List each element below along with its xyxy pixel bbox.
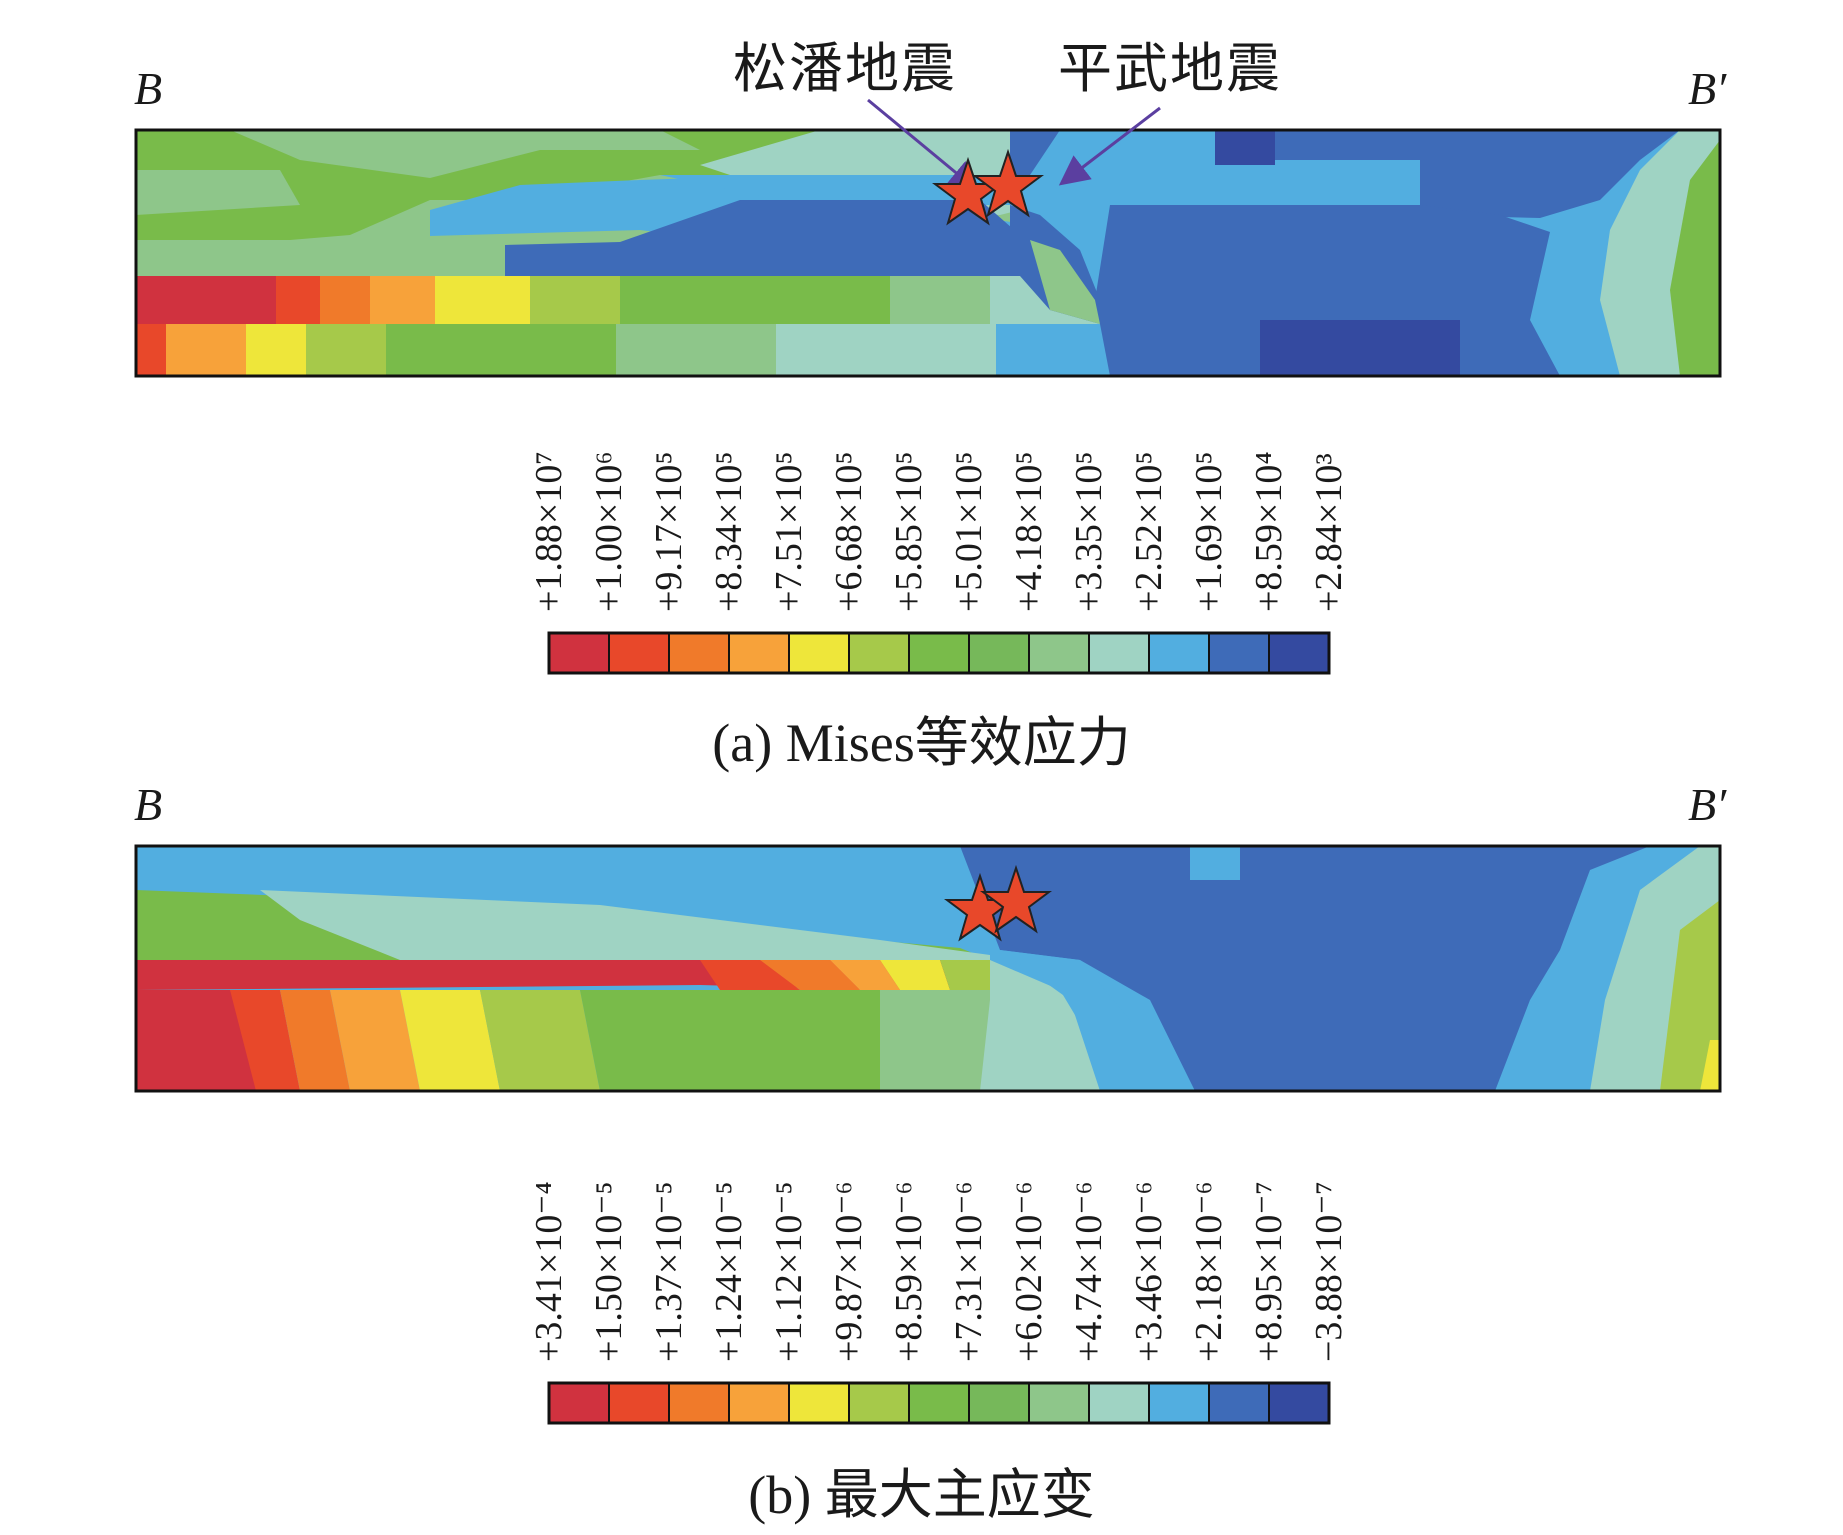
legend-swatch bbox=[549, 633, 609, 673]
legend-tick-label: +3.35×10⁵ bbox=[1068, 451, 1110, 612]
legend-swatch bbox=[789, 1383, 849, 1423]
caption-a: (a) Mises等效应力 bbox=[712, 713, 1131, 773]
legend-swatch bbox=[729, 1383, 789, 1423]
arrow-pingwu bbox=[1058, 106, 1161, 186]
legend-tick-label: +1.88×10⁷ bbox=[528, 451, 570, 612]
legend-swatch bbox=[1089, 633, 1149, 673]
legend-swatch bbox=[969, 633, 1029, 673]
legend-swatch bbox=[1089, 1383, 1149, 1423]
legend-tick-label: +8.95×10⁻⁷ bbox=[1248, 1181, 1290, 1362]
legend-tick-label: +5.01×10⁵ bbox=[948, 451, 990, 612]
legend-tick-label: +9.87×10⁻⁶ bbox=[828, 1181, 870, 1362]
legend-tick-label: +1.37×10⁻⁵ bbox=[648, 1181, 690, 1362]
arrow-songpan bbox=[867, 98, 979, 192]
legend-tick-label: +7.51×10⁵ bbox=[768, 451, 810, 612]
legend-swatch bbox=[849, 633, 909, 673]
legend-swatch bbox=[1269, 1383, 1329, 1423]
legend-tick-label: +2.18×10⁻⁶ bbox=[1188, 1181, 1230, 1362]
legend-swatch bbox=[1209, 1383, 1269, 1423]
legend-tick-label: +8.59×10⁻⁶ bbox=[888, 1181, 930, 1362]
legend-tick-label: +1.00×10⁶ bbox=[588, 451, 630, 612]
legend-tick-label: +4.74×10⁻⁶ bbox=[1068, 1181, 1110, 1362]
legend-tick-label: +1.24×10⁻⁵ bbox=[708, 1181, 750, 1362]
legend-swatch bbox=[909, 1383, 969, 1423]
endpoint-label-end-b: B′ bbox=[1688, 779, 1727, 830]
caption-b: (b) 最大主应变 bbox=[748, 1465, 1095, 1525]
legend-swatch bbox=[729, 633, 789, 673]
legend-swatch bbox=[1029, 633, 1089, 673]
legend-tick-label: +5.85×10⁵ bbox=[888, 451, 930, 612]
legend-tick-label: +1.50×10⁻⁵ bbox=[588, 1181, 630, 1362]
legend-bar-mises bbox=[547, 631, 1331, 675]
mises-section-frame bbox=[134, 128, 1722, 378]
epicenter-star-pingwu-b bbox=[980, 864, 1052, 934]
legend-swatch bbox=[1269, 633, 1329, 673]
legend-swatch bbox=[909, 633, 969, 673]
legend-swatch bbox=[789, 633, 849, 673]
mises-stress-section bbox=[136, 130, 1720, 376]
legend-tick-label: +6.02×10⁻⁶ bbox=[1008, 1181, 1050, 1362]
legend-tick-label: +4.18×10⁵ bbox=[1008, 451, 1050, 612]
epicenter-star-pingwu bbox=[972, 148, 1044, 218]
earthquake-label-pingwu: 平武地震 bbox=[1058, 39, 1282, 99]
legend-tick-label: +9.17×10⁵ bbox=[648, 451, 690, 612]
legend-tick-label: +8.59×10⁴ bbox=[1248, 451, 1290, 612]
legend-tick-label: +3.41×10⁻⁴ bbox=[528, 1181, 570, 1362]
legend-swatch bbox=[669, 633, 729, 673]
legend-swatch bbox=[669, 1383, 729, 1423]
legend-swatch bbox=[1149, 633, 1209, 673]
legend-tick-label: +3.46×10⁻⁶ bbox=[1128, 1181, 1170, 1362]
legend-swatch bbox=[549, 1383, 609, 1423]
legend-swatch bbox=[609, 1383, 669, 1423]
legend-bar-strain bbox=[547, 1381, 1331, 1425]
legend-swatch bbox=[1149, 1383, 1209, 1423]
earthquake-label-songpan: 松潘地震 bbox=[733, 39, 957, 99]
strain-section-frame bbox=[134, 844, 1722, 1093]
endpoint-label-start: B bbox=[134, 63, 163, 114]
legend-tick-label: +8.34×10⁵ bbox=[708, 451, 750, 612]
endpoint-label-end: B′ bbox=[1688, 63, 1727, 114]
legend-swatch bbox=[969, 1383, 1029, 1423]
legend-tick-label: +2.52×10⁵ bbox=[1128, 451, 1170, 612]
legend-tick-label: +1.69×10⁵ bbox=[1188, 451, 1230, 612]
legend-tick-label: +2.84×10³ bbox=[1308, 453, 1350, 612]
legend-swatch bbox=[849, 1383, 909, 1423]
legend-tick-label: +6.68×10⁵ bbox=[828, 451, 870, 612]
legend-tick-label: +1.12×10⁻⁵ bbox=[768, 1181, 810, 1362]
legend-swatch bbox=[1029, 1383, 1089, 1423]
legend-tick-label: +7.31×10⁻⁶ bbox=[948, 1181, 990, 1362]
legend-swatch bbox=[609, 633, 669, 673]
legend-tick-label: −3.88×10⁻⁷ bbox=[1308, 1181, 1350, 1362]
legend-swatch bbox=[1209, 633, 1269, 673]
endpoint-label-start-b: B bbox=[134, 779, 163, 830]
max-principal-strain-section bbox=[136, 846, 1720, 1091]
